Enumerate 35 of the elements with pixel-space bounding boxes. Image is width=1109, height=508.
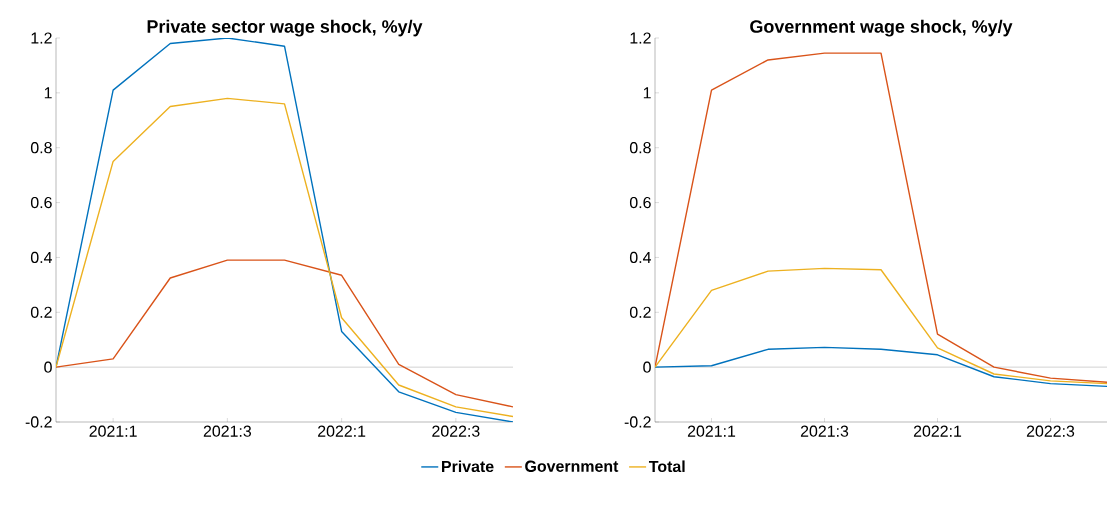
y-tick-label: 1.2: [630, 32, 651, 44]
x-tick-label: 2022:1: [318, 425, 366, 437]
legend-label: Private: [442, 460, 494, 473]
chart-title: Government wage shock, %y/y: [750, 19, 1013, 37]
line-series: [56, 97, 513, 418]
y-tick-label: -0.2: [624, 416, 651, 428]
legend-label: Government: [525, 460, 619, 472]
y-tick-label: 1.2: [31, 32, 52, 44]
line-series: [56, 259, 513, 408]
y-tick-label: 1: [643, 87, 651, 99]
y-tick-label: 0.6: [629, 196, 651, 209]
x-tick-label: 2021:1: [687, 425, 736, 437]
y-tick-label: 0.2: [30, 306, 52, 318]
y-tick-label: 0: [44, 361, 52, 373]
y-tick-label: 0.4: [629, 251, 652, 264]
x-tick-label: 2022:1: [913, 425, 962, 437]
x-tick-label: 2022:3: [1026, 425, 1075, 437]
y-tick-label: 0.2: [629, 306, 651, 318]
x-tick-label: 2021:3: [800, 425, 849, 437]
y-tick-label: -0.2: [25, 416, 52, 428]
line-series: [655, 267, 1107, 385]
line-series: [655, 52, 1107, 383]
x-tick-label: 2021:1: [89, 425, 137, 437]
chart-title: Private sector wage shock, %y/y: [147, 19, 423, 37]
x-tick-label: 2022:3: [432, 425, 480, 437]
y-tick-label: 0.8: [30, 142, 52, 154]
line-series: [56, 38, 513, 422]
y-tick-label: 0.8: [629, 142, 651, 154]
y-tick-label: 0.6: [30, 196, 52, 209]
legend-label: Total: [648, 460, 685, 473]
y-tick-label: 0: [643, 361, 651, 373]
y-tick-label: 1: [44, 87, 52, 99]
line-series: [655, 346, 1107, 388]
x-tick-label: 2021:3: [203, 425, 252, 437]
y-tick-label: 0.4: [30, 251, 53, 264]
